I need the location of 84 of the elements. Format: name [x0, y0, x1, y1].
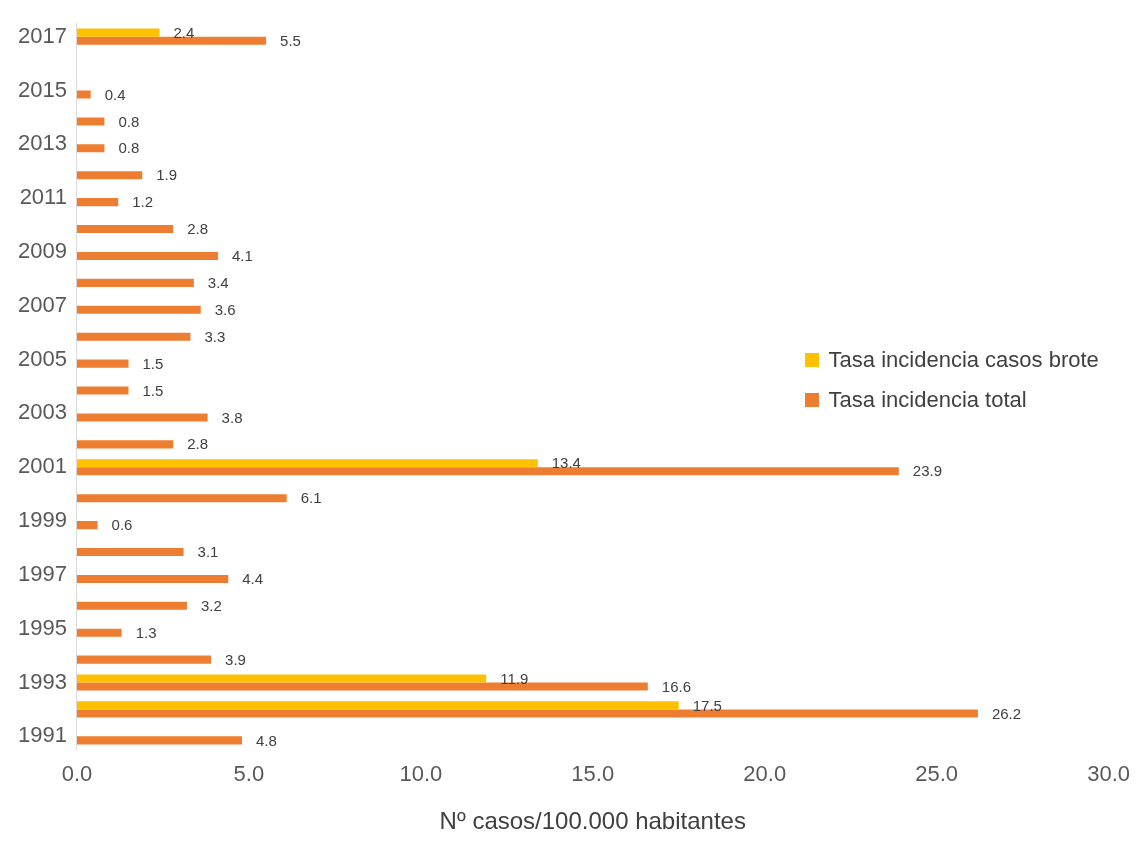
bar [76, 359, 129, 368]
data-label: 17.5 [692, 696, 722, 714]
legend-label: Tasa incidencia total [828, 386, 1027, 413]
bar [76, 467, 899, 476]
bar [76, 547, 184, 557]
bar [76, 90, 91, 99]
data-label: 1.2 [132, 193, 154, 211]
bar [76, 278, 194, 287]
bar [76, 28, 160, 37]
bar [76, 440, 174, 449]
x-tick-label: 10.0 [399, 761, 443, 787]
data-label: 0.4 [104, 85, 126, 103]
data-label: 23.9 [912, 462, 943, 480]
data-label: 26.2 [991, 704, 1022, 722]
bar [76, 521, 98, 530]
y-tick-label: 1997 [17, 560, 67, 586]
bar [76, 459, 538, 468]
y-tick-label: 2001 [17, 453, 67, 479]
data-label: 0.8 [118, 112, 140, 130]
data-label: 0.8 [118, 139, 140, 157]
y-tick-label: 2015 [17, 76, 67, 102]
x-tick-label: 15.0 [571, 761, 615, 787]
data-label: 3.6 [214, 300, 236, 318]
bar [76, 332, 191, 341]
bar [76, 494, 287, 503]
x-tick-label: 5.0 [233, 761, 265, 787]
data-label: 6.1 [300, 489, 322, 507]
y-tick-label: 2005 [17, 345, 67, 371]
bar [76, 574, 229, 583]
bar [76, 36, 267, 45]
y-tick-label: 1993 [17, 668, 67, 694]
bar [76, 682, 648, 691]
data-label: 2.8 [187, 435, 209, 453]
data-label: 3.3 [204, 327, 226, 345]
legend-label: Tasa incidencia casos brote [828, 346, 1099, 373]
y-tick-label: 1995 [17, 614, 67, 640]
y-tick-label: 2013 [17, 130, 67, 156]
bar [76, 305, 201, 314]
x-tick-label: 25.0 [915, 761, 959, 787]
y-tick-label: 1991 [17, 722, 67, 748]
x-tick-label: 20.0 [743, 761, 787, 787]
x-tick-label: 30.0 [1087, 761, 1130, 787]
y-tick-label: 2003 [17, 399, 67, 425]
x-axis-title: Nº casos/100.000 habitantes [439, 807, 746, 835]
bar [76, 655, 212, 664]
x-tick-label: 0.0 [61, 761, 93, 787]
bar [76, 386, 129, 395]
data-label: 1.9 [156, 166, 178, 184]
data-label: 1.5 [142, 354, 164, 372]
bar [76, 413, 208, 422]
bar [76, 628, 122, 637]
data-label: 5.5 [280, 31, 301, 49]
data-label: 3.1 [197, 543, 219, 561]
data-label: 0.6 [111, 516, 133, 534]
y-tick-label: 2017 [17, 22, 67, 48]
bar [76, 251, 218, 261]
data-label: 1.3 [135, 623, 157, 641]
bar [76, 736, 243, 745]
bar [76, 144, 105, 153]
data-label: 4.8 [256, 731, 277, 749]
data-label: 1.5 [142, 381, 164, 399]
y-tick-label: 2011 [19, 184, 67, 210]
bar [76, 225, 174, 234]
bar [76, 601, 187, 610]
data-label: 3.2 [200, 596, 222, 614]
data-label: 11.9 [500, 669, 529, 687]
bar [76, 701, 679, 710]
data-label: 3.4 [207, 274, 229, 292]
data-label: 16.6 [661, 677, 691, 695]
data-label: 2.8 [187, 220, 209, 238]
bar [76, 117, 105, 126]
data-label: 2.4 [173, 23, 195, 41]
data-label: 4.4 [242, 570, 264, 588]
y-tick-label: 2007 [17, 291, 67, 317]
data-label: 3.8 [221, 408, 243, 426]
bar [76, 709, 978, 718]
y-tick-label: 2009 [17, 238, 67, 264]
bar [76, 674, 487, 683]
y-tick-label: 1999 [17, 507, 67, 533]
data-label: 4.1 [231, 247, 253, 265]
bar [76, 171, 143, 180]
data-label: 3.9 [225, 650, 246, 668]
bar [76, 198, 119, 207]
data-label: 13.4 [551, 454, 581, 472]
